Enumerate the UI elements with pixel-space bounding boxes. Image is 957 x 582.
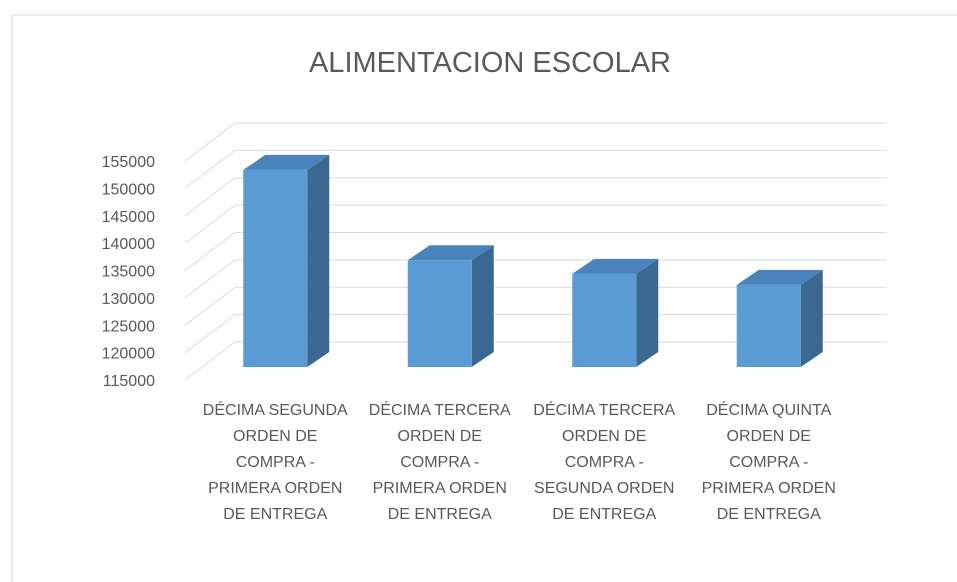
bar-face	[243, 169, 308, 367]
bar-face	[471, 245, 494, 367]
grid-line	[184, 286, 887, 326]
grid-line	[184, 232, 887, 271]
y-tick-label: 155000	[102, 154, 155, 171]
bar	[407, 245, 494, 367]
grid-line	[184, 259, 887, 299]
grid-line	[184, 177, 887, 217]
chart-title: ALIMENTACION ESCOLAR	[309, 47, 671, 79]
y-tick-label: 145000	[102, 209, 155, 226]
grid-line	[184, 314, 887, 354]
bar-face	[572, 273, 637, 367]
x-tick-label: DÉCIMA SEGUNDA ORDEN DE COMPRA - PRIMERA…	[202, 402, 348, 523]
bar-face	[800, 269, 823, 367]
y-tick-label: 125000	[102, 318, 155, 335]
grid-line	[184, 149, 887, 189]
y-tick-label: 115000	[103, 373, 155, 390]
x-tick-label: DÉCIMA TERCERA ORDEN DE COMPRA - PRIMERA…	[368, 402, 511, 523]
y-tick-label: 135000	[102, 264, 155, 281]
y-tick-label: 120000	[102, 346, 155, 363]
bar-face	[407, 260, 472, 367]
x-tick-label: DÉCIMA TERCERA ORDEN DE COMPRA - SEGUNDA…	[533, 402, 676, 523]
x-tick-label: DÉCIMA QUINTA ORDEN DE COMPRA - PRIMERA …	[701, 402, 836, 523]
bar	[572, 258, 659, 367]
bar-face	[736, 269, 823, 285]
bar	[243, 154, 330, 367]
grid-line	[184, 204, 887, 244]
y-tick-label: 130000	[102, 291, 155, 308]
bar	[736, 269, 823, 367]
bar-face	[736, 284, 801, 367]
bar-face	[307, 154, 330, 367]
bar-face	[636, 258, 659, 367]
bar-face	[572, 258, 659, 274]
y-tick-label: 140000	[102, 236, 155, 253]
bar-face	[407, 245, 494, 261]
grid-line	[184, 122, 887, 162]
bar-face	[243, 154, 330, 170]
y-tick-label: 150000	[102, 181, 155, 198]
grid-line	[184, 341, 887, 381]
